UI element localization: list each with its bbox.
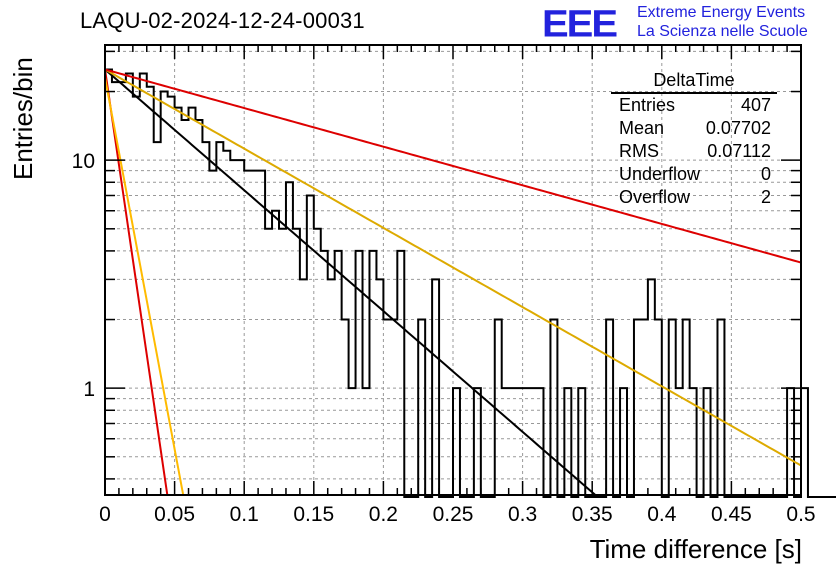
stats-row-overflow: Overflow 2 xyxy=(611,186,777,209)
stats-row-underflow: Underflow 0 xyxy=(611,163,777,186)
x-tick-label: 0.1 xyxy=(230,503,259,526)
x-tick-label: 0.3 xyxy=(508,503,537,526)
stats-box: DeltaTime Entries 407 Mean 0.07702 RMS 0… xyxy=(611,70,777,209)
stats-label: Entries xyxy=(619,95,676,115)
x-tick-label: 0.05 xyxy=(154,503,195,526)
y-axis-label: Entries/bin xyxy=(8,57,38,180)
stats-label: Overflow xyxy=(619,187,691,207)
stats-label: Mean xyxy=(619,118,665,138)
stats-row-entries: Entries 407 xyxy=(611,94,777,117)
stats-row-mean: Mean 0.07702 xyxy=(611,117,777,140)
stats-value: 0.07112 xyxy=(707,141,771,161)
y-tick-label: 10 xyxy=(72,150,95,173)
axes: 0 0.05 0.1 0.15 0.2 0.25 0.3 0.35 0.4 0.45 0.5 1 10 xyxy=(72,44,816,526)
x-tick-label: 0.25 xyxy=(433,503,474,526)
fit-curves xyxy=(104,68,802,496)
stats-value: 407 xyxy=(740,95,771,115)
fit-curve-2 xyxy=(104,68,802,264)
logo-subtitle-line2: La Scienza nelle Scuole xyxy=(637,23,808,40)
x-tick-label: 0.4 xyxy=(647,503,677,526)
x-tick-label: 0.15 xyxy=(293,503,334,526)
histogram-steps xyxy=(105,68,836,498)
stats-label: RMS xyxy=(619,141,659,161)
stats-row-rms: RMS 0.07112 xyxy=(611,140,777,163)
fit-curve-3 xyxy=(104,69,169,496)
x-tick-label: 0 xyxy=(99,503,111,526)
x-tick-label: 0.45 xyxy=(711,503,752,526)
y-tick-label: 1 xyxy=(83,378,95,401)
stats-value: 2 xyxy=(760,187,771,207)
fit-curve-0 xyxy=(104,68,597,496)
fit-curve-1 xyxy=(104,68,802,467)
stats-label: Underflow xyxy=(619,164,701,184)
x-tick-label: 0.5 xyxy=(786,503,815,526)
histogram-bars xyxy=(105,68,836,498)
logo-subtitle-line1: Extreme Energy Events xyxy=(637,4,806,21)
x-tick-label: 0.35 xyxy=(572,503,613,526)
x-tick-label: 0.2 xyxy=(369,503,398,526)
fit-curve-4 xyxy=(104,77,185,496)
stats-title: DeltaTime xyxy=(611,70,777,94)
x-axis-label: Time difference [s] xyxy=(589,534,802,564)
chart-title: LAQU-02-2024-12-24-00031 xyxy=(80,8,365,33)
stats-value: 0.07702 xyxy=(705,118,771,138)
stats-value: 0 xyxy=(760,164,771,184)
eee-logo: EEE xyxy=(542,3,618,45)
